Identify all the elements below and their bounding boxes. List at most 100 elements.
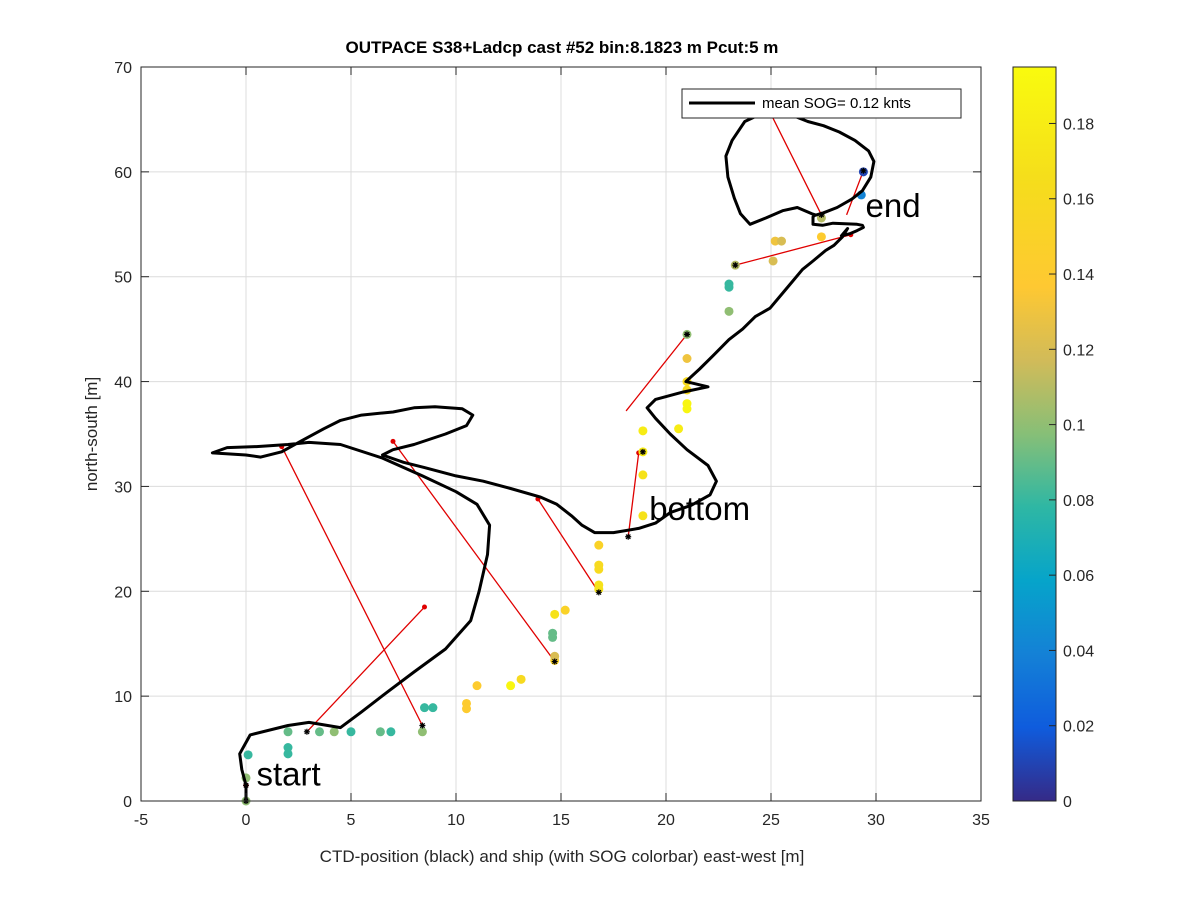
link-segment xyxy=(306,606,425,733)
ship-position-point xyxy=(638,426,648,436)
y-tick-label: 60 xyxy=(114,165,132,182)
link-end-mark xyxy=(390,438,396,444)
x-tick-label: 10 xyxy=(447,812,465,829)
ship-position-point xyxy=(550,609,560,619)
annotations: start bottom end xyxy=(257,187,921,792)
ship-position-point xyxy=(283,743,293,753)
ship-position-point xyxy=(560,605,570,615)
y-ticks: 0 10 20 30 40 50 60 70 xyxy=(114,60,981,811)
link-segment xyxy=(625,333,688,412)
ship-position-point xyxy=(420,703,429,713)
ship-position-point xyxy=(682,354,692,364)
ship-position-point xyxy=(594,580,604,590)
ship-position-point xyxy=(283,727,293,737)
cast-mark xyxy=(625,533,632,540)
cast-mark xyxy=(860,167,867,174)
ship-position-point xyxy=(724,306,734,316)
cast-mark xyxy=(595,589,602,596)
colorbar-ticks: 0 0.02 0.04 0.06 0.08 0.1 0.12 0.14 0.16 0.18 xyxy=(1049,116,1094,811)
ship-position-point xyxy=(682,399,692,409)
ship-position-point xyxy=(428,703,438,713)
link-segment xyxy=(735,234,851,266)
ship-position-point xyxy=(638,470,648,480)
x-tick-label: 20 xyxy=(657,812,675,829)
ship-position-point xyxy=(777,236,786,246)
colorbar-gradient xyxy=(1012,66,1057,802)
cast-mark xyxy=(639,448,646,455)
link-segment xyxy=(845,170,865,216)
ship-position-point xyxy=(638,511,648,521)
link-segment xyxy=(392,440,556,662)
ship-position-point xyxy=(243,750,253,760)
colorbar-tick-label: 0.06 xyxy=(1063,568,1094,585)
ship-position-point xyxy=(506,681,516,691)
cast-mark xyxy=(818,211,825,218)
colorbar-tick-label: 0.1 xyxy=(1063,418,1085,435)
cast-mark xyxy=(419,722,426,729)
x-axis-label: CTD-position (black) and ship (with SOG … xyxy=(320,847,805,866)
x-tick-label: 30 xyxy=(867,812,885,829)
ship-position-point xyxy=(550,651,560,661)
x-tick-label: 25 xyxy=(762,812,780,829)
ship-position-point xyxy=(346,727,356,737)
link-end-mark xyxy=(422,604,427,610)
y-tick-label: 30 xyxy=(114,479,132,496)
ctd-track-line xyxy=(210,109,876,801)
ship-position-point xyxy=(816,232,826,242)
cast-mark xyxy=(243,782,249,789)
y-tick-label: 40 xyxy=(114,375,132,392)
colorbar-tick-label: 0.02 xyxy=(1063,719,1094,736)
y-tick-label: 20 xyxy=(114,584,132,601)
ship-position-point xyxy=(674,424,684,434)
colorbar-tick-label: 0.14 xyxy=(1063,267,1094,284)
cast-mark xyxy=(551,658,558,665)
annotation-start: start xyxy=(257,755,321,792)
x-tick-label: 35 xyxy=(972,812,990,829)
ship-position-point xyxy=(548,628,558,638)
grid xyxy=(141,67,981,801)
legend: mean SOG= 0.12 knts xyxy=(681,88,962,119)
x-tick-label: -5 xyxy=(134,812,148,829)
x-tick-label: 0 xyxy=(242,812,251,829)
ship-position-point xyxy=(315,727,324,737)
chart-title: OUTPACE S38+Ladcp cast #52 bin:8.1823 m … xyxy=(346,38,779,57)
link-segment xyxy=(770,113,822,216)
ship-position-point xyxy=(462,698,471,708)
colorbar-tick-label: 0.12 xyxy=(1063,342,1094,359)
cast-mark xyxy=(303,728,310,735)
colorbar: 0 0.02 0.04 0.06 0.08 0.1 0.12 0.14 0.16 0.18 xyxy=(1012,66,1094,811)
ship-position-point xyxy=(417,727,427,737)
x-tick-label: 15 xyxy=(552,812,570,829)
link-segment xyxy=(281,446,423,726)
ship-position-point xyxy=(770,236,780,246)
colorbar-tick-label: 0.08 xyxy=(1063,493,1094,510)
y-axis-label: north-south [m] xyxy=(82,377,101,491)
ship-position-point xyxy=(329,727,339,737)
colorbar-tick-label: 0.16 xyxy=(1063,192,1094,209)
ship-position-point xyxy=(768,256,778,266)
annotation-end: end xyxy=(866,187,921,224)
annotation-bottom: bottom xyxy=(649,490,750,527)
y-tick-label: 10 xyxy=(114,689,132,706)
link-segment xyxy=(627,452,640,537)
colorbar-tick-label: 0 xyxy=(1063,794,1072,811)
cast-mark xyxy=(684,331,690,338)
ship-position-point xyxy=(594,540,604,550)
y-tick-label: 0 xyxy=(123,794,132,811)
x-tick-label: 5 xyxy=(347,812,356,829)
legend-entry: mean SOG= 0.12 knts xyxy=(762,95,911,112)
ship-position-point xyxy=(375,727,385,737)
ship-position-point xyxy=(594,560,604,570)
ship-position-point xyxy=(816,213,826,223)
x-ticks: -5 0 5 10 15 20 25 30 35 xyxy=(134,67,990,829)
colorbar-tick-label: 0.04 xyxy=(1063,643,1094,660)
y-tick-label: 70 xyxy=(114,60,132,77)
ship-position-point xyxy=(386,727,396,737)
link-segment xyxy=(537,498,600,593)
y-tick-label: 50 xyxy=(114,270,132,287)
ship-position-point xyxy=(516,674,526,684)
cast-mark xyxy=(732,262,739,269)
ship-position-point xyxy=(472,681,482,691)
